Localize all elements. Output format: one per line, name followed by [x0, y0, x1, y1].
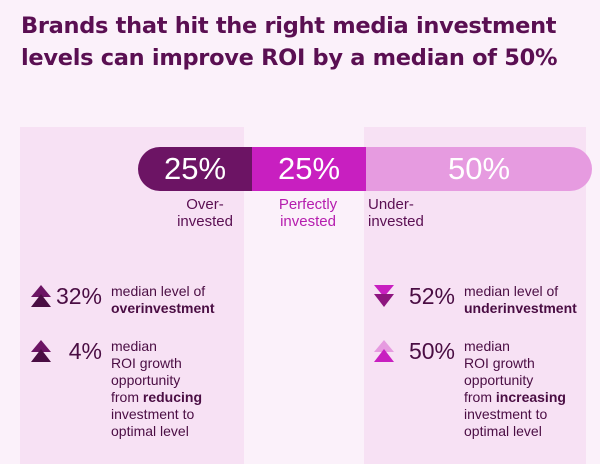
desc-line: optimal level	[111, 423, 189, 439]
title-line-2: levels can improve ROI by a median of 50…	[21, 45, 558, 71]
bar-value-label: 25%	[163, 151, 227, 186]
bar-segment-underinvested: 50%	[366, 147, 592, 191]
stat-value: 50%	[408, 338, 455, 364]
stat-description: median level of overinvestment	[111, 283, 214, 317]
double-triangle-up-dark-icon	[31, 340, 51, 362]
double-triangle-down-magenta-icon	[374, 285, 394, 307]
stat-description: median ROI growth opportunity from incre…	[464, 338, 566, 440]
label-underinvested-line1: Under-	[368, 196, 414, 213]
stat-roi-increasing: 50% median ROI growth opportunity from i…	[373, 338, 566, 440]
desc-line: median level of	[111, 283, 206, 299]
label-underinvested: Under- invested	[368, 196, 448, 230]
stat-description: median ROI growth opportunity from reduc…	[111, 338, 202, 440]
label-overinvested-line2: invested	[177, 213, 233, 230]
stat-roi-reducing: 4% median ROI growth opportunity from re…	[30, 338, 202, 440]
page-title: Brands that hit the right media investme…	[21, 10, 591, 74]
desc-line: ROI growth	[111, 355, 182, 371]
double-triangle-up-dark-icon	[31, 285, 51, 307]
desc-line: median level of	[464, 283, 559, 299]
stat-description: median level of underinvestment	[464, 283, 577, 317]
desc-bold: increasing	[495, 389, 566, 405]
bar-value-label: 25%	[277, 151, 341, 186]
desc-line: optimal level	[464, 423, 542, 439]
stat-overinvestment-level: 32% median level of overinvestment	[30, 283, 214, 317]
label-perfectly-invested: Perfectly invested	[258, 196, 358, 230]
stat-value: 32%	[55, 283, 102, 309]
label-overinvested: Over- invested	[160, 196, 250, 230]
desc-bold: underinvestment	[464, 300, 577, 316]
desc-line: investment to	[464, 406, 548, 422]
desc-bold: overinvestment	[111, 300, 215, 316]
desc-line: ROI growth	[464, 355, 535, 371]
label-perfectly-line2: invested	[280, 213, 336, 230]
desc-line: investment to	[111, 406, 195, 422]
desc-pre-bold: from	[111, 389, 143, 405]
stat-underinvestment-level: 52% median level of underinvestment	[373, 283, 577, 317]
desc-line: opportunity	[464, 372, 534, 388]
double-triangle-up-magenta-icon	[374, 340, 394, 362]
desc-bold: reducing	[142, 389, 203, 405]
desc-line: median	[464, 338, 510, 354]
stat-value: 52%	[408, 283, 455, 309]
bar-segment-perfectly-invested: 25%	[252, 147, 366, 191]
desc-pre-bold: from	[464, 389, 496, 405]
bar-segment-overinvested: 25%	[138, 147, 252, 191]
desc-line: opportunity	[111, 372, 181, 388]
label-underinvested-line2: invested	[368, 213, 424, 230]
stat-value: 4%	[68, 338, 102, 364]
title-line-1: Brands that hit the right media investme…	[21, 13, 557, 39]
label-perfectly-line1: Perfectly	[278, 196, 338, 213]
bar-value-label: 50%	[447, 151, 511, 186]
label-overinvested-line1: Over-	[186, 196, 224, 213]
desc-line: median	[111, 338, 157, 354]
investment-distribution-bar: 25% 25% 50%	[138, 147, 592, 191]
